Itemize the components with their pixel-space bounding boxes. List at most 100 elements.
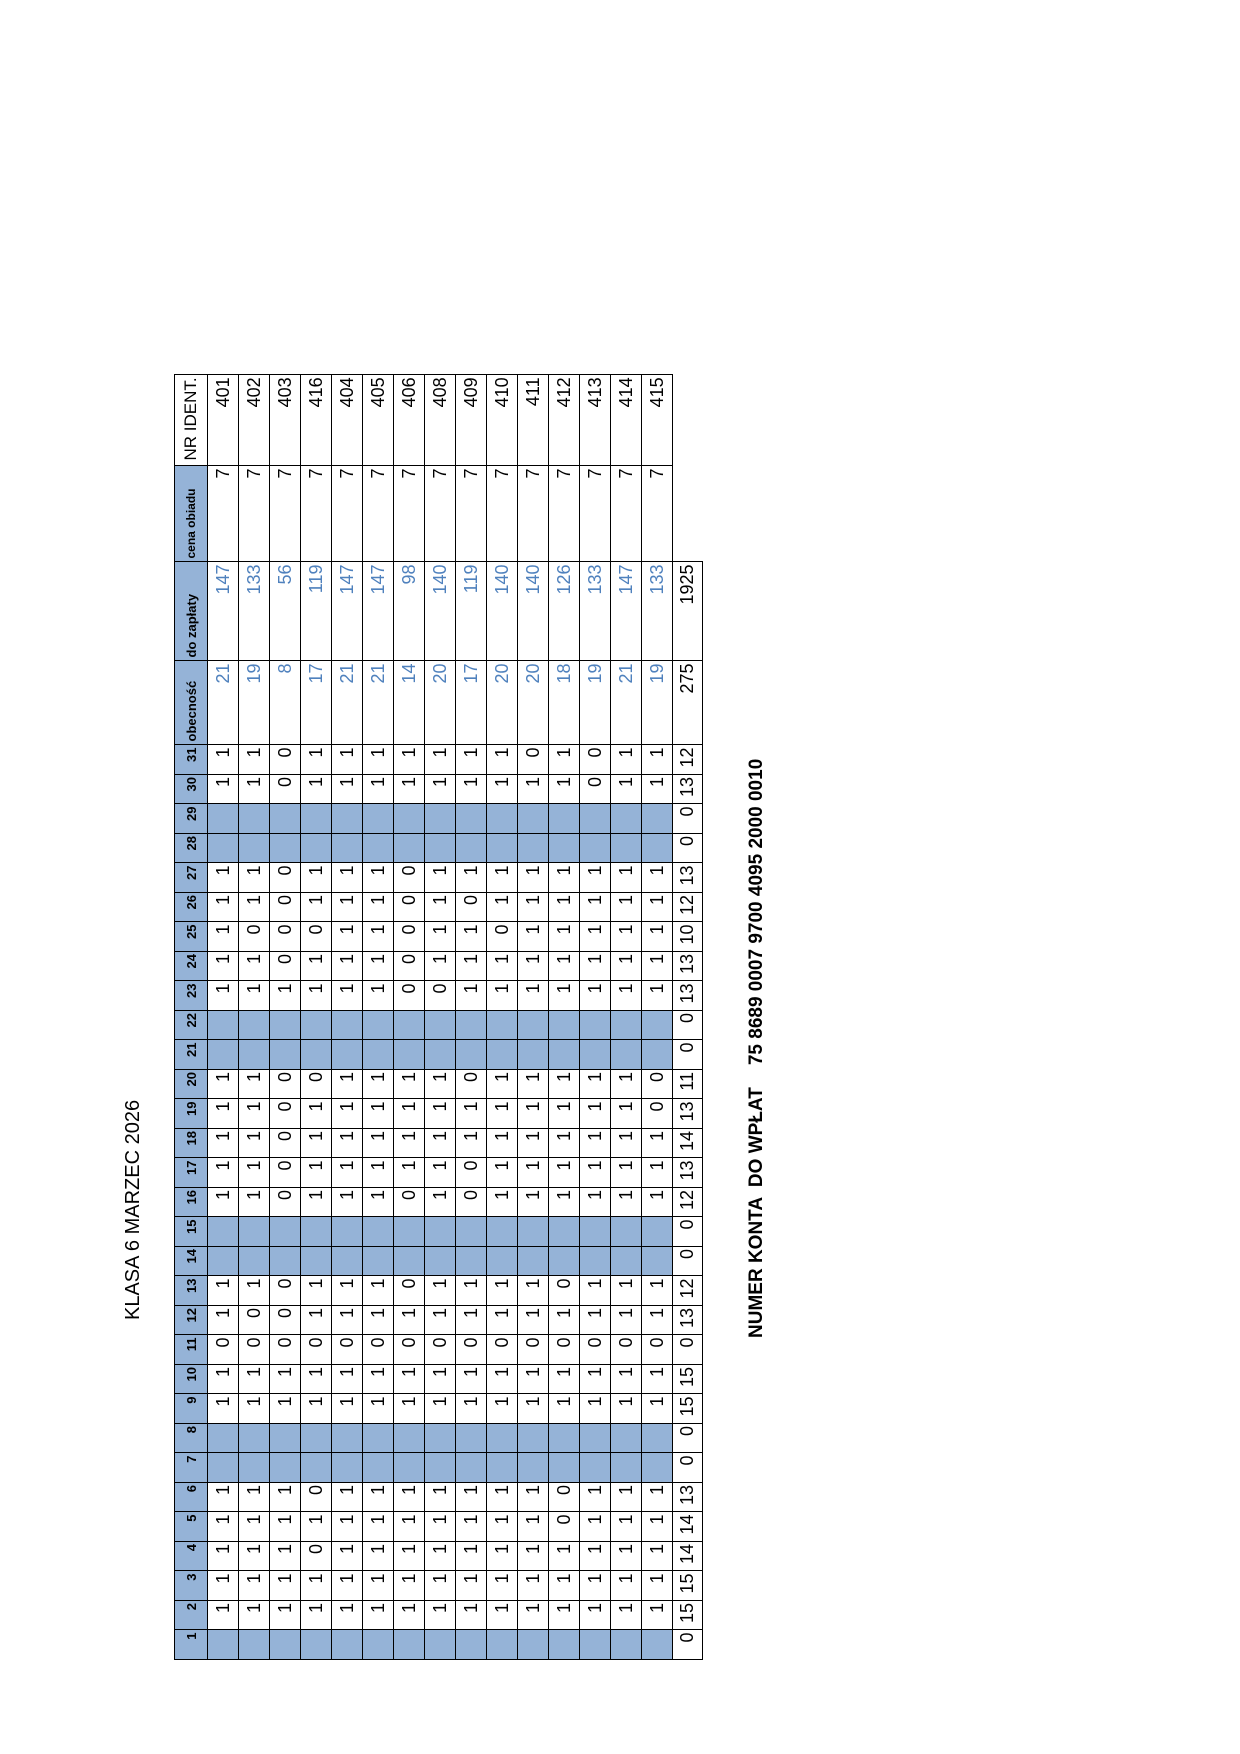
day-cell: 1 [455, 774, 487, 804]
id-number: 405 [362, 374, 394, 466]
day-cell: 1 [548, 1364, 580, 1394]
day-cell: 1 [331, 1512, 363, 1542]
day-cell: 1 [362, 1512, 394, 1542]
id-number: 404 [331, 374, 363, 466]
day-cell: 1 [238, 951, 270, 981]
day-cell [362, 1630, 394, 1660]
day-cell: 1 [207, 1187, 239, 1217]
day-cell: 1 [548, 1541, 580, 1571]
day-cell: 1 [331, 922, 363, 952]
day-cell: 1 [486, 892, 518, 922]
day-cell: 1 [362, 1187, 394, 1217]
day-cell [331, 833, 363, 863]
day-cell: 1 [207, 1600, 239, 1630]
day-cell: 1 [579, 1364, 611, 1394]
day-cell: 1 [517, 1128, 549, 1158]
day-cell: 1 [300, 1128, 332, 1158]
day-cell [300, 833, 332, 863]
student-row: 1 1 1 1 1 1 1 0 1 1 1 1 1 1 1 0 1 1 1 1 1 1 20 140 7 408 [424, 374, 456, 1660]
attendance-count: 19 [641, 661, 673, 745]
day-cell: 1 [579, 1276, 611, 1306]
day-cell: 0 [455, 1158, 487, 1188]
attendance-count: 20 [517, 661, 549, 745]
day-cell: 1 [207, 1541, 239, 1571]
day-cell: 1 [238, 1158, 270, 1188]
student-row: 1 1 1 1 1 1 1 0 1 0 0 1 1 1 1 0 0 0 0 0 1 1 14 98 7 406 [393, 374, 425, 1660]
account-number: 75 8689 0007 9700 4095 2000 0010 [746, 758, 767, 1066]
day-cell: 1 [517, 922, 549, 952]
day-cell: 1 [548, 1305, 580, 1335]
meal-price: 7 [641, 466, 673, 562]
day-cell: 1 [548, 1128, 580, 1158]
day-cell: 1 [393, 1482, 425, 1512]
day-cell [362, 1040, 394, 1070]
attendance-count: 8 [269, 661, 301, 745]
day-cell: 1 [548, 1069, 580, 1099]
day-cell: 1 [238, 1482, 270, 1512]
day-cell: 1 [548, 745, 580, 775]
day-cell: 1 [207, 1276, 239, 1306]
day-cell: 1 [486, 745, 518, 775]
amount-due: 133 [579, 562, 611, 661]
student-row: 1 1 1 1 1 1 1 0 1 1 1 1 1 1 1 1 1 1 1 1 1 1 21 147 7 405 [362, 374, 394, 1660]
day-cell [455, 1217, 487, 1247]
day-cell: 1 [610, 863, 642, 893]
day-cell [641, 1423, 673, 1453]
day-cell [579, 833, 611, 863]
day-cell: 1 [238, 1276, 270, 1306]
day-total: 0 [672, 804, 703, 834]
day-header-25: 25 [174, 922, 208, 952]
day-cell [579, 1010, 611, 1040]
day-cell: 1 [393, 1305, 425, 1335]
amount-due: 147 [610, 562, 642, 661]
day-cell: 1 [610, 922, 642, 952]
day-cell: 1 [641, 1128, 673, 1158]
day-cell: 1 [641, 1600, 673, 1630]
day-cell: 1 [548, 892, 580, 922]
day-header-1: 1 [174, 1630, 208, 1660]
day-cell: 0 [269, 1276, 301, 1306]
day-cell [641, 1630, 673, 1660]
id-number-header: NR IDENT. [174, 374, 208, 466]
day-cell [610, 1217, 642, 1247]
attendance-count: 21 [331, 661, 363, 745]
day-cell: 1 [579, 1305, 611, 1335]
day-cell: 1 [610, 951, 642, 981]
day-cell [548, 1453, 580, 1483]
attendance-total: 275 [672, 661, 703, 745]
student-row: 1 1 1 1 1 1 1 0 1 1 1 1 1 0 0 1 1 1 1 1 1 1 19 133 7 415 [641, 374, 673, 1660]
day-total: 0 [672, 1010, 703, 1040]
day-cell: 1 [300, 981, 332, 1011]
day-cell [269, 804, 301, 834]
day-cell: 1 [238, 863, 270, 893]
day-cell [331, 1423, 363, 1453]
day-cell: 1 [579, 863, 611, 893]
day-cell [548, 1217, 580, 1247]
totals-row: 0 15 15 14 14 13 0 0 15 15 0 13 12 0 0 12 13 14 13 11 0 0 13 13… [672, 374, 703, 1660]
day-header-10: 10 [174, 1364, 208, 1394]
day-cell [486, 1040, 518, 1070]
day-cell: 0 [300, 1335, 332, 1365]
day-cell: 1 [455, 1600, 487, 1630]
day-cell [393, 1040, 425, 1070]
day-cell: 1 [486, 1276, 518, 1306]
day-cell: 1 [548, 1571, 580, 1601]
day-cell: 1 [579, 951, 611, 981]
day-cell [517, 1423, 549, 1453]
day-cell [424, 1217, 456, 1247]
day-cell: 1 [455, 1305, 487, 1335]
day-header-30: 30 [174, 774, 208, 804]
day-total: 13 [672, 981, 703, 1011]
day-cell: 1 [207, 951, 239, 981]
day-cell: 1 [393, 1099, 425, 1129]
amount-due: 147 [362, 562, 394, 661]
day-total: 12 [672, 1187, 703, 1217]
day-cell: 1 [486, 863, 518, 893]
day-cell: 1 [331, 1276, 363, 1306]
day-cell: 1 [517, 1541, 549, 1571]
day-cell: 1 [548, 922, 580, 952]
day-cell: 1 [424, 774, 456, 804]
day-cell: 1 [269, 1394, 301, 1424]
day-cell: 1 [641, 774, 673, 804]
day-cell: 1 [424, 1158, 456, 1188]
